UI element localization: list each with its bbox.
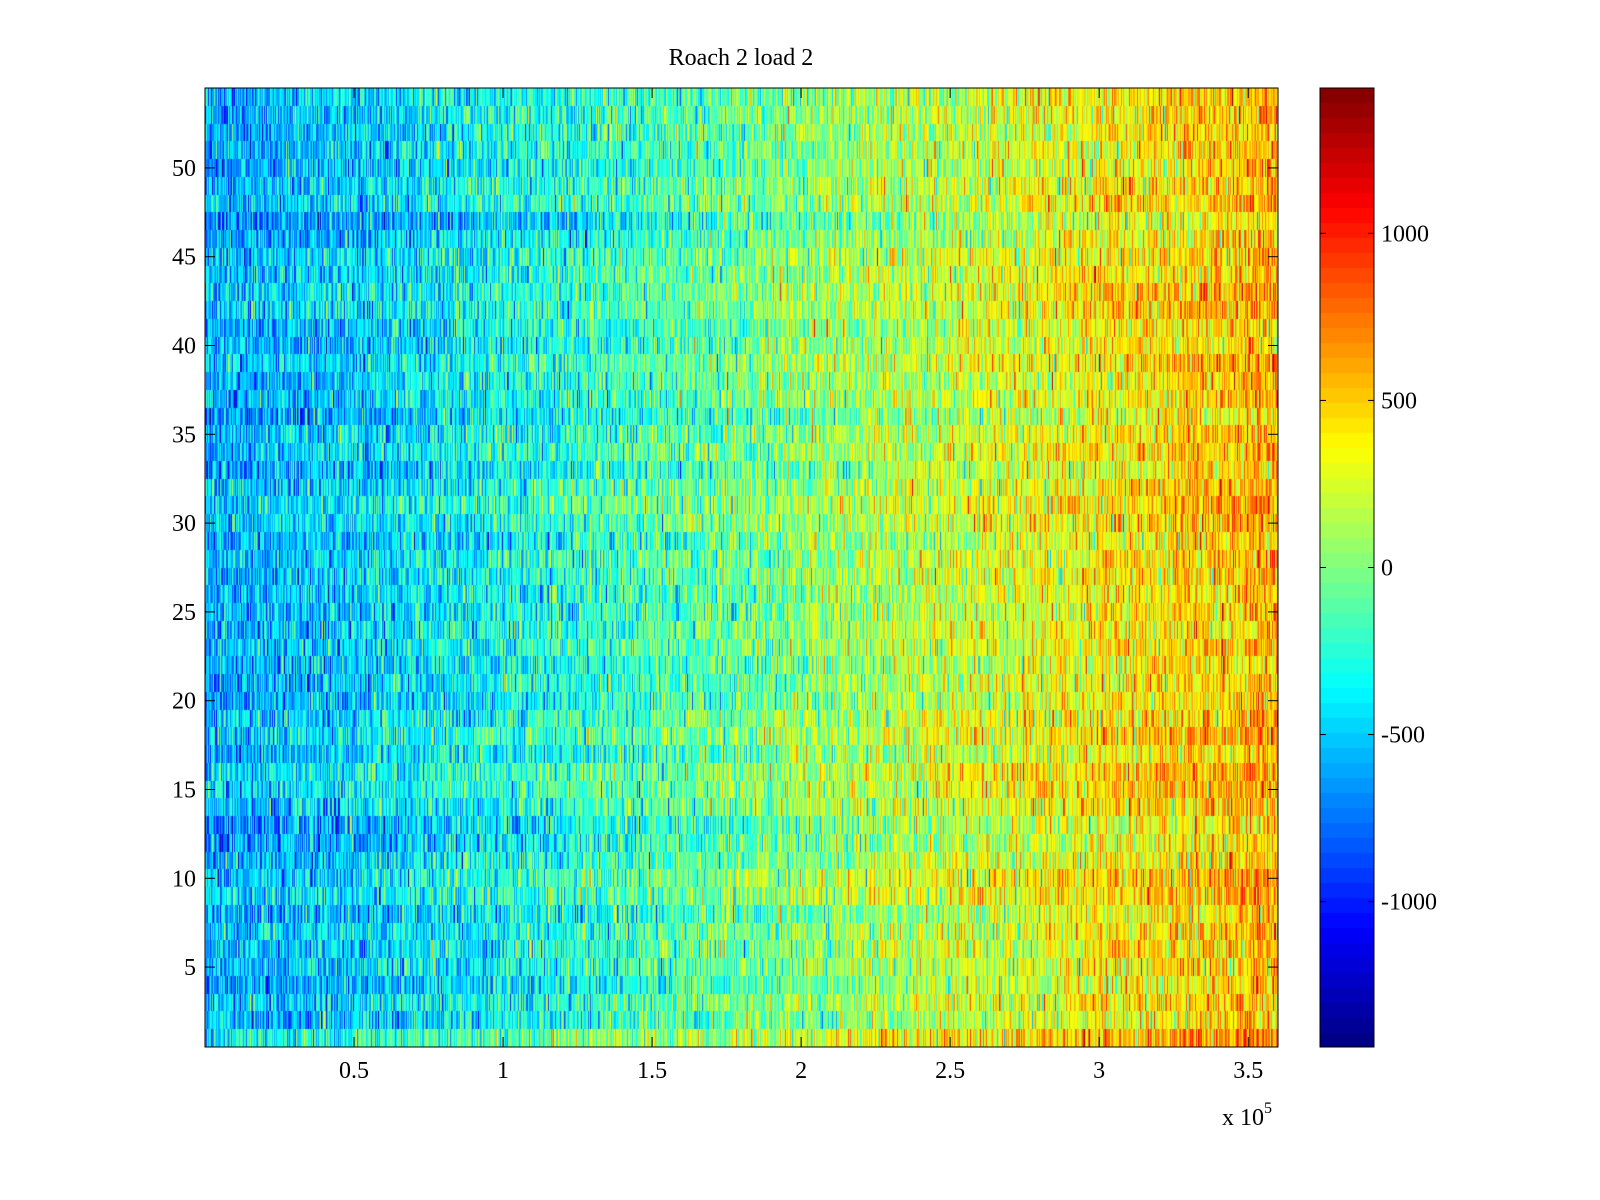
y-tick-label: 30	[172, 511, 196, 537]
y-tick-label: 10	[172, 866, 196, 892]
y-tick-label: 20	[172, 689, 196, 715]
y-tick-label: 40	[172, 334, 196, 360]
colorbar	[1320, 88, 1374, 1047]
y-tick-label: 25	[172, 600, 196, 626]
colorbar-tick-label: 0	[1381, 556, 1393, 582]
y-tick-label: 15	[172, 777, 196, 803]
x-exponent-label: x 105	[1222, 1100, 1272, 1131]
chart-title: Roach 2 load 2	[669, 45, 814, 71]
x-tick-label: 2.5	[935, 1058, 965, 1084]
y-tick-label: 50	[172, 156, 196, 182]
x-exponent-power: 5	[1264, 1100, 1272, 1117]
x-tick-label: 1	[497, 1058, 509, 1084]
colorbar-tick-label: -1000	[1381, 890, 1437, 916]
x-tick-label: 3.5	[1233, 1058, 1263, 1084]
colorbar-tick-label: 1000	[1381, 221, 1429, 247]
x-tick-label: 1.5	[637, 1058, 667, 1084]
colorbar-tick-label: 500	[1381, 388, 1417, 414]
x-tick-label: 3	[1093, 1058, 1105, 1084]
heatmap-image	[205, 88, 1278, 1047]
y-tick-label: 5	[184, 955, 196, 981]
colorbar-tick-label: -500	[1381, 723, 1425, 749]
x-exponent-base: x 10	[1222, 1105, 1264, 1131]
y-tick-label: 45	[172, 245, 196, 271]
x-tick-label: 0.5	[339, 1058, 369, 1084]
y-tick-label: 35	[172, 422, 196, 448]
x-tick-label: 2	[795, 1058, 807, 1084]
